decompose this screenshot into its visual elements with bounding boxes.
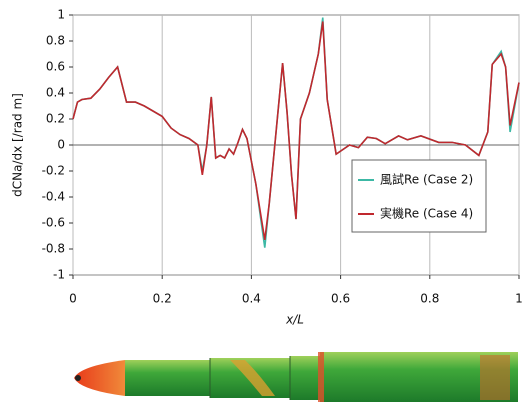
y-tick-label: 0.6 <box>46 60 65 74</box>
legend-box <box>352 160 486 232</box>
y-tick-label: -0.2 <box>42 164 65 178</box>
legend-label: 実機Re (Case 4) <box>380 206 473 221</box>
rocket-image <box>74 352 518 402</box>
x-tick-label: 0.4 <box>242 292 261 306</box>
y-tick-label: -0.6 <box>42 216 65 230</box>
y-axis-label: dCNa/dx [/rad m] <box>11 93 25 197</box>
y-tick-label: -0.4 <box>42 190 65 204</box>
y-tick-label: -1 <box>53 268 65 282</box>
x-tick-label: 0 <box>69 292 77 306</box>
y-tick-label: 0.4 <box>46 86 65 100</box>
y-tick-label: -0.8 <box>42 242 65 256</box>
x-axis-label: x/L <box>285 313 304 327</box>
x-tick-label: 0.6 <box>331 292 350 306</box>
legend-label: 風試Re (Case 2) <box>380 172 473 187</box>
x-tick-label: 1 <box>515 292 523 306</box>
y-tick-label: 0 <box>57 138 65 152</box>
chart: 0 0.2 0.4 0.6 0.8 1 -1 -0.8 -0.6 -0.4 -0.2 0 0.2 0.4 0… <box>0 0 523 403</box>
x-tick-label: 0.2 <box>153 292 172 306</box>
x-tick-label: 0.8 <box>420 292 439 306</box>
y-tick-label: 0.2 <box>46 112 65 126</box>
y-tick-label: 1 <box>57 8 65 22</box>
y-tick-label: 0.8 <box>46 34 65 48</box>
